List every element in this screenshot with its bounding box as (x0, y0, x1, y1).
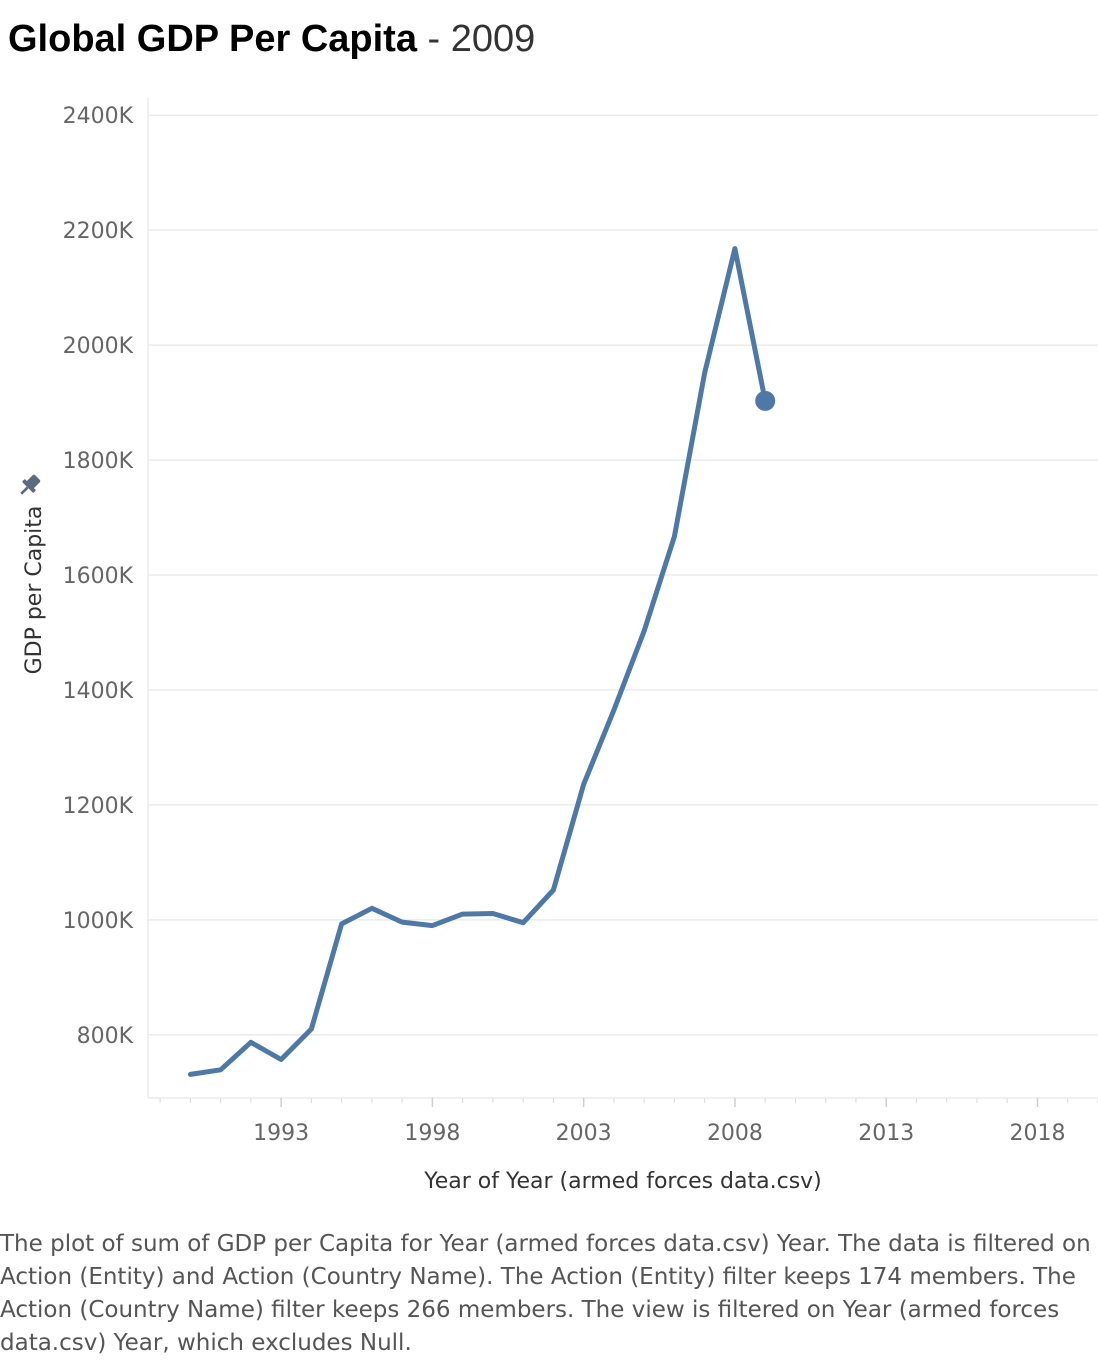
x-axis-ticks: 1993 1998 2003 2008 2013 2018 (159, 1098, 1098, 1146)
x-axis-title: Year of Year (armed forces data.csv) (423, 1169, 822, 1194)
x-tick-label: 1998 (404, 1121, 460, 1146)
y-axis-ticks: 800K 1000K 1200K 1400K 1600K 1800K 2000K 2200K 2… (63, 104, 134, 1049)
x-tick-label: 2013 (858, 1121, 914, 1146)
y-tick-label: 800K (77, 1024, 134, 1049)
x-tick-label: 2018 (1009, 1121, 1065, 1146)
series-line (187, 246, 768, 1077)
chart-title-year: 2009 (450, 18, 536, 60)
line-chart: 800K 1000K 1200K 1400K 1600K 1800K 2000K 2200K 2… (16, 98, 1098, 1194)
y-tick-label: 2400K (63, 104, 134, 129)
highlight-point[interactable] (755, 390, 776, 411)
x-tick-label: 2003 (556, 1121, 612, 1146)
y-tick-label: 2200K (63, 219, 134, 244)
chart-caption: The plot of sum of GDP per Capita for Ye… (0, 1231, 1091, 1356)
y-tick-label: 2000K (63, 334, 134, 359)
y-tick-label: 1200K (63, 794, 134, 819)
x-tick-label: 1993 (253, 1121, 309, 1146)
y-tick-label: 1800K (63, 449, 134, 474)
y-tick-label: 1600K (63, 564, 134, 589)
data-series (187, 246, 776, 1077)
chart-title-separator: - (416, 18, 451, 60)
chart-title-main: Global GDP Per Capita (8, 18, 417, 60)
y-axis-title: GDP per Capita (22, 506, 47, 675)
y-tick-label: 1400K (63, 679, 134, 704)
gridlines (147, 98, 1098, 1099)
x-tick-label: 2008 (707, 1121, 763, 1146)
pin-icon[interactable] (16, 472, 44, 500)
chart-title: Global GDP Per Capita - 2009 (8, 18, 535, 61)
y-tick-label: 1000K (63, 909, 134, 934)
